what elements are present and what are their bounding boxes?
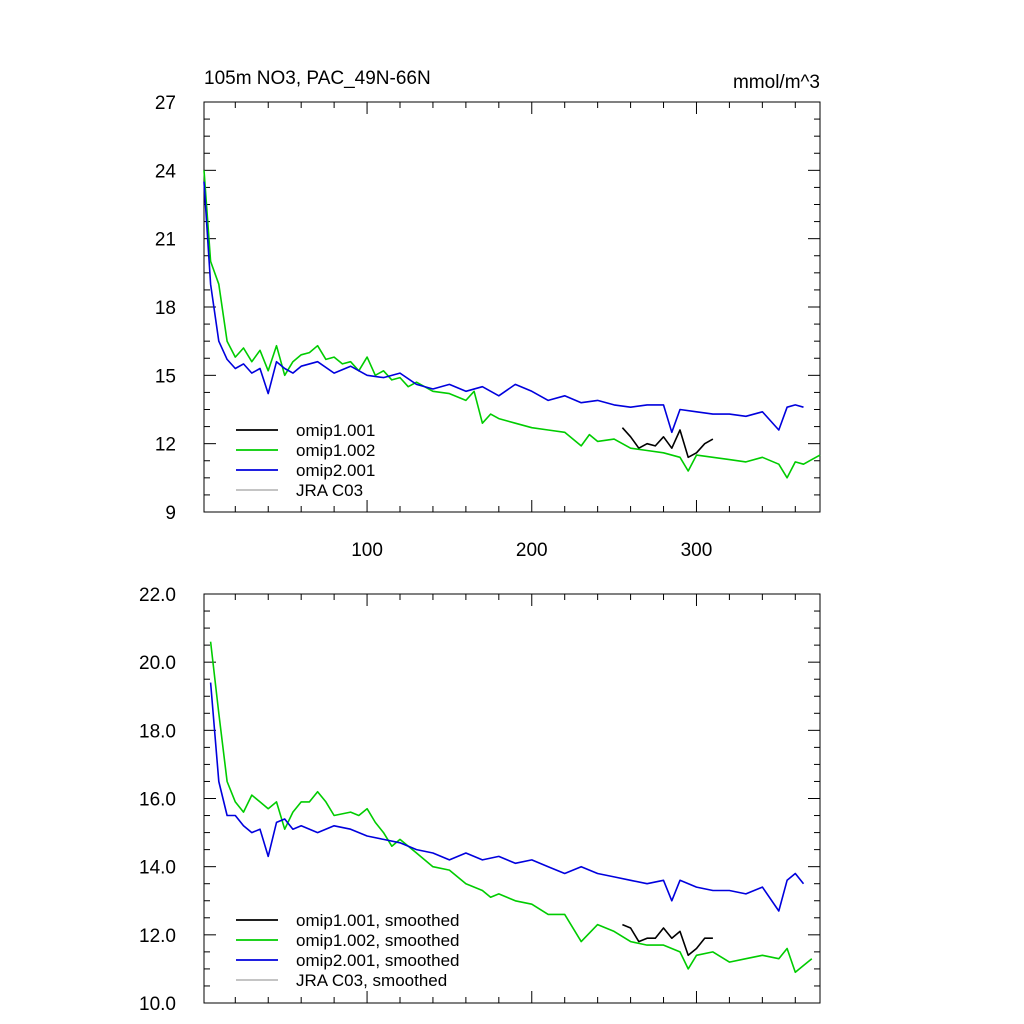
legend-label: omip2.001, smoothed (296, 951, 460, 970)
y-tick-label: 21 (155, 230, 176, 251)
y-tick-label: 9 (165, 503, 176, 524)
legend-label: omip1.002 (296, 441, 375, 460)
bottom-panel: 10.0 12.0 14.0 16.0 18.0 20.0 22.0 omip1.001, s… (139, 585, 821, 1015)
series-line-omip1-002-smoothed (209, 641, 813, 974)
y-tick-label: 12 (155, 435, 176, 456)
y-tick-label: 14.0 (139, 858, 176, 879)
y-tick-label: 27 (155, 93, 176, 114)
x-tick-label: 300 (681, 540, 713, 561)
top-panel-units: mmol/m^3 (733, 72, 820, 93)
legend-label: omip1.002, smoothed (296, 931, 460, 950)
y-tick-label: 22.0 (139, 585, 176, 606)
y-tick-label: 10.0 (139, 994, 176, 1015)
series-line-omip2-001 (203, 181, 804, 434)
series-line-omip1-002 (203, 170, 821, 479)
y-tick-label: 12.0 (139, 926, 176, 947)
y-tick-label: 24 (155, 161, 177, 182)
y-tick-label: 20.0 (139, 653, 176, 674)
series-line-omip2-001-smoothed (209, 682, 805, 912)
y-tick-label: 18 (155, 298, 176, 319)
x-tick-label: 100 (351, 540, 383, 561)
series-line-omip1-001 (621, 427, 714, 459)
y-tick-label: 15 (155, 366, 176, 387)
top-panel: 105m NO3, PAC_49N-66N mmol/m^3 9 12 15 18 21… (155, 68, 821, 561)
x-tick-label: 200 (516, 540, 548, 561)
y-tick-label: 18.0 (139, 721, 176, 742)
legend-label: omip1.001 (296, 421, 375, 440)
series-line-omip1-001-smoothed (622, 923, 713, 957)
legend-label: JRA C03 (296, 481, 363, 500)
top-panel-title: 105m NO3, PAC_49N-66N (204, 68, 431, 89)
legend-label: omip1.001, smoothed (296, 911, 460, 930)
legend-label: omip2.001 (296, 461, 375, 480)
y-tick-label: 16.0 (139, 790, 176, 811)
legend-label: JRA C03, smoothed (296, 971, 447, 990)
